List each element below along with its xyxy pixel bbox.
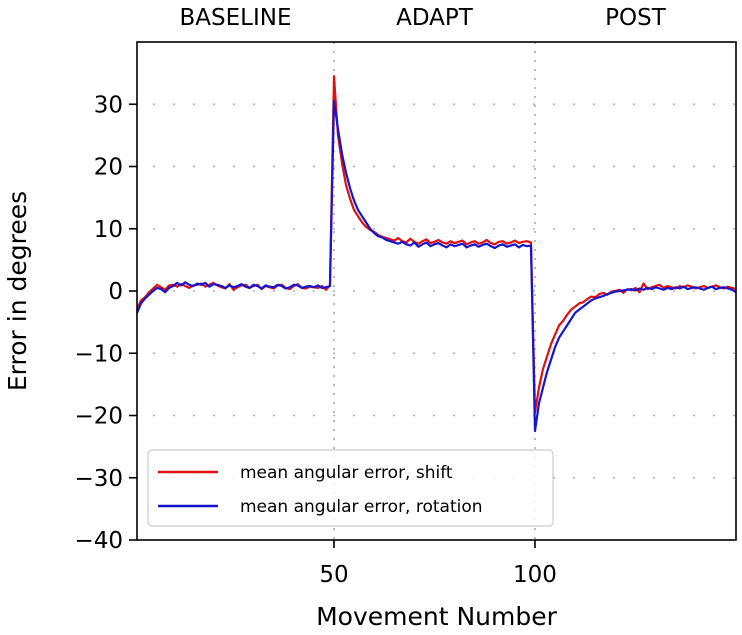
x-axis-label: Movement Number <box>316 602 558 631</box>
y-tick-label: −10 <box>74 341 123 367</box>
y-tick-label: 10 <box>94 217 123 243</box>
y-axis-label: Error in degrees <box>3 191 32 391</box>
phase-label-adapt: ADAPT <box>396 5 474 31</box>
legend-label-shift: mean angular error, shift <box>240 463 453 483</box>
y-tick-label: −40 <box>74 528 123 554</box>
x-tick-label: 100 <box>513 562 557 588</box>
legend-label-rotation: mean angular error, rotation <box>240 497 483 517</box>
y-tick-label: −30 <box>74 466 123 492</box>
y-tick-label: 0 <box>108 279 123 305</box>
y-tick-label: 20 <box>94 155 123 181</box>
phase-label-post: POST <box>605 5 667 31</box>
y-tick-label: 30 <box>94 92 123 118</box>
x-tick-label: 50 <box>319 562 348 588</box>
series-line-shift <box>135 75 737 414</box>
series-line-rotation <box>135 100 737 433</box>
phase-label-baseline: BASELINE <box>180 5 292 31</box>
y-tick-label: −20 <box>74 404 123 430</box>
legend-box <box>147 449 554 527</box>
